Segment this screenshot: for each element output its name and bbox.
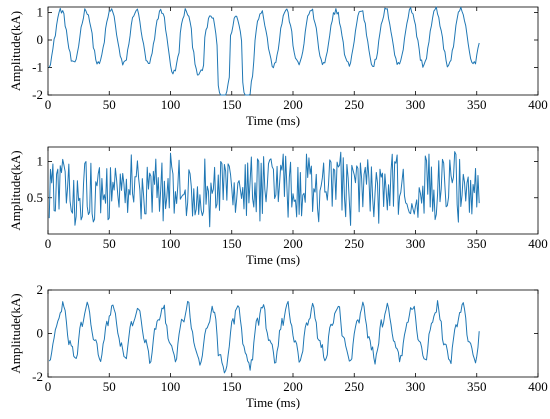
x-tick-label: 400 bbox=[528, 97, 548, 112]
x-tick-label: 100 bbox=[161, 97, 181, 112]
x-tick-label: 150 bbox=[222, 97, 242, 112]
x-tick-label: 350 bbox=[467, 97, 487, 112]
x-tick-label: 100 bbox=[161, 236, 181, 251]
x-tick-label: 250 bbox=[345, 236, 365, 251]
y-tick-label: 0.5 bbox=[27, 190, 43, 205]
y-tick-label: -2 bbox=[32, 87, 43, 102]
x-tick-label: 50 bbox=[103, 236, 116, 251]
subplot-2: 0 50 100 150 200 250 300 350 400 0.5 1 Time (ms) Amp… bbox=[8, 146, 548, 267]
x-tick-label: 0 bbox=[45, 236, 52, 251]
series-line bbox=[48, 6, 480, 96]
x-tick-label: 250 bbox=[345, 379, 365, 394]
x-tick-label: 350 bbox=[467, 236, 487, 251]
y-tick-label: -2 bbox=[32, 369, 43, 384]
y-tick-label: 0 bbox=[37, 32, 44, 47]
x-tick-label: 100 bbox=[161, 379, 181, 394]
x-axis-title: Time (ms) bbox=[246, 395, 300, 410]
x-tick-label: 0 bbox=[45, 97, 52, 112]
x-axis-title: Time (ms) bbox=[246, 113, 300, 128]
x-tick-label: 200 bbox=[283, 236, 303, 251]
y-tick-label: 1 bbox=[37, 5, 44, 20]
series-line bbox=[48, 300, 480, 374]
x-tick-label: 200 bbox=[283, 97, 303, 112]
y-axis-title: Amplitude(kA) bbox=[8, 150, 23, 230]
x-tick-label: 350 bbox=[467, 379, 487, 394]
y-tick-label: 2 bbox=[37, 282, 44, 297]
x-tick-label: 400 bbox=[528, 236, 548, 251]
x-tick-label: 150 bbox=[222, 236, 242, 251]
x-tick-label: 300 bbox=[406, 379, 426, 394]
y-axis-title: Amplitude(kA) bbox=[8, 293, 23, 373]
series-line bbox=[48, 151, 480, 228]
y-tick-label: 0 bbox=[37, 326, 44, 341]
x-tick-label: 250 bbox=[345, 97, 365, 112]
x-tick-label: 50 bbox=[103, 97, 116, 112]
x-tick-label: 150 bbox=[222, 379, 242, 394]
x-tick-label: 200 bbox=[283, 379, 303, 394]
y-tick-label: 1 bbox=[37, 154, 44, 169]
x-tick-label: 400 bbox=[528, 379, 548, 394]
y-axis-title: Amplitude(kA) bbox=[8, 11, 23, 91]
x-tick-label: 300 bbox=[406, 236, 426, 251]
x-axis-title: Time (ms) bbox=[246, 252, 300, 267]
x-tick-label: 0 bbox=[45, 379, 52, 394]
x-tick-label: 300 bbox=[406, 97, 426, 112]
subplot-1: 0 50 100 150 200 250 300 350 400 -2 -1 0 1 Time (ms) A… bbox=[8, 5, 548, 129]
y-tick-label: -1 bbox=[32, 60, 43, 75]
x-tick-label: 50 bbox=[103, 379, 116, 394]
